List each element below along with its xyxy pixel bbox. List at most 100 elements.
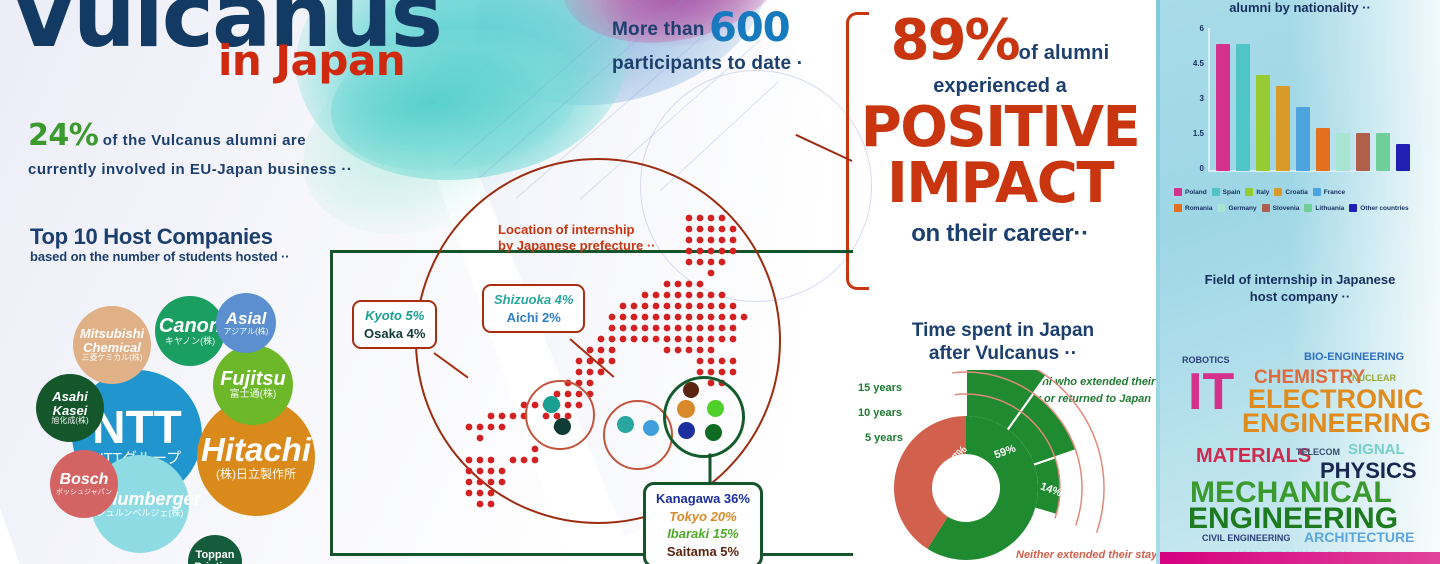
ring-label-5-years: 5 years (865, 432, 903, 444)
donut-svg (894, 346, 1105, 560)
legend-item[interactable]: Germany (1217, 204, 1257, 212)
host-bubble[interactable]: Asahi Kasei 旭化成(株) (36, 374, 104, 442)
callout-item: Kyoto 5% (365, 308, 425, 323)
legend-label: Italy (1256, 188, 1270, 196)
donut-fan-segment-0 (966, 350, 1047, 430)
bar-italy[interactable] (1256, 75, 1270, 171)
bar-chart-legend: Poland Spain Italy Croatia France Romania Ger… (1174, 188, 1426, 220)
host-bubble[interactable]: Fujitsu 富士通(株) (213, 345, 293, 425)
bar-lithuania[interactable] (1376, 132, 1390, 171)
impact-headline-2: IMPACT (886, 151, 1115, 217)
host-bubble-name: Fujitsu (220, 368, 286, 391)
word-cloud-term[interactable]: MECHANICAL (1190, 476, 1392, 509)
host-bubble-name: ToppanPrinting (194, 549, 236, 564)
word-cloud-term[interactable]: ENGINEERING (1188, 502, 1399, 535)
legend-label: Other countries (1360, 204, 1409, 212)
callout-kanto[interactable]: Kanagawa 36% Tokyo 20% Ibaraki 15% Saitama … (643, 482, 763, 564)
host-bubble[interactable]: Bosch ボッシュジャパン (50, 450, 118, 518)
map-dot-osaka (554, 418, 571, 435)
host-bubble-name-jp: キヤノン(株) (164, 335, 216, 346)
host-bubble-name: NTT (92, 400, 182, 453)
word-cloud-term[interactable]: PHYSICS (1320, 458, 1417, 483)
legend-label: Poland (1185, 188, 1207, 196)
word-cloud-title-1: Field of internship in Japanese (1204, 272, 1396, 287)
word-cloud-term[interactable]: ENGINEERING (1242, 408, 1432, 438)
time-spent-title-2: after Vulcanus ·· (928, 342, 1078, 364)
bar-croatia[interactable] (1276, 85, 1290, 171)
donut-slice-neither (894, 416, 966, 549)
callout-item: Kanagawa 36% (656, 491, 750, 506)
stat-alumni-percent: 24% (28, 118, 99, 153)
ring-label-10-years: 10 years (858, 407, 903, 419)
donut-fan-separator (1033, 440, 1101, 466)
legend-item[interactable]: Italy (1245, 188, 1269, 196)
host-bubble-name: Hitachi (200, 431, 312, 469)
bar-france[interactable] (1296, 106, 1310, 171)
bar-slovenia[interactable] (1356, 132, 1370, 171)
map-title-line-2: by Japanese prefecture ·· (498, 238, 656, 254)
legend-swatch (1274, 188, 1283, 196)
host-bubble-name-jp: 三菱ケミカル(株) (81, 353, 143, 363)
impact-percent: 89% (890, 8, 1021, 73)
legend-item[interactable]: Romania (1174, 204, 1212, 212)
host-bubble[interactable]: ToppanPrinting (188, 535, 242, 564)
donut-slice-extended (927, 416, 1038, 560)
host-bubble-name-jp: 旭化成(株) (51, 416, 89, 426)
legend-item[interactable]: Lithuania (1304, 204, 1344, 212)
donut-guide-arc-1 (952, 371, 1083, 526)
host-bubble[interactable]: Mitsubishi Chemical 三菱ケミカル(株) (73, 306, 151, 384)
legend-item[interactable]: France (1312, 188, 1346, 196)
bar-chart-title: alumni by nationality ·· (1229, 0, 1371, 15)
field-of-internship-word-cloud: ROBOTICS BIO-ENGINEERING IT CHEMISTRY NUCLEA… (1172, 320, 1432, 563)
bar-germany[interactable] (1336, 132, 1350, 171)
callout-kansai[interactable]: Kyoto 5% Osaka 4% (352, 300, 438, 350)
stat-alumni-text-2: currently involved in EU-Japan business … (28, 160, 353, 178)
legend-label: France (1323, 188, 1346, 196)
word-cloud-term[interactable]: BIO-ENGINEERING (1304, 351, 1405, 363)
word-cloud-term[interactable]: ROBOTICS (1182, 355, 1230, 365)
hosts-heading: Top 10 Host Companies based on the numbe… (30, 224, 290, 264)
host-bubble-name-jp: (株)日立製作所 (216, 467, 296, 482)
word-cloud-term[interactable]: SIGNAL (1348, 441, 1405, 458)
legend-swatch (1211, 188, 1220, 196)
callout-item: Osaka 4% (364, 325, 426, 341)
bar-chart-y-tick: 0 (1199, 164, 1204, 173)
legend-swatch (1312, 188, 1321, 196)
word-cloud-term[interactable]: TELECOM (1296, 447, 1340, 457)
legend-item[interactable]: Other countries (1349, 204, 1409, 212)
word-cloud-term[interactable]: ARCHITECTURE (1304, 529, 1415, 545)
word-cloud-term[interactable]: ELECTRONIC (1248, 384, 1424, 414)
legend-item[interactable]: Croatia (1274, 188, 1308, 196)
donut-fan-segment-1 (1007, 393, 1076, 465)
bar-other-countries[interactable] (1396, 144, 1410, 171)
host-bubble[interactable]: Canon キヤノン(株) (155, 296, 225, 366)
legend-item[interactable]: Slovenia (1261, 204, 1299, 212)
impact-headline-1: POSITIVE (860, 95, 1141, 160)
callout-chubu[interactable]: Shizuoka 4% Aichi 2% (482, 284, 586, 334)
bar-poland[interactable] (1216, 43, 1230, 171)
word-cloud-term[interactable]: NUCLEAR (1352, 373, 1396, 383)
word-cloud-term[interactable]: CIVIL ENGINEERING (1202, 533, 1291, 543)
sidebar-bottom-accent (1160, 552, 1440, 564)
host-bubble[interactable]: Asial アジアル(株) (216, 293, 276, 353)
map-dot-pattern (465, 214, 748, 508)
map-ring-kansai (525, 380, 595, 450)
page-title: Vulcanus (10, 0, 443, 67)
host-bubble-name-jp: シュルンベルジェ(株) (96, 507, 184, 518)
page-subtitle: in Japan (218, 36, 406, 85)
word-cloud-term[interactable]: IT (1188, 363, 1235, 421)
legend-item[interactable]: Spain (1211, 188, 1240, 196)
bar-romania[interactable] (1316, 127, 1330, 171)
legend-row-2: Romania Germany Slovenia Lithuania Other cou… (1174, 204, 1426, 212)
donut-fan-separator (1007, 371, 1050, 430)
impact-line-4: on their career·· (911, 220, 1089, 248)
map-dot-saitama (683, 382, 699, 398)
stat-alumni-text-1: of the Vulcanus alumni are (102, 132, 307, 149)
word-cloud-term[interactable]: MATERIALS (1196, 445, 1312, 467)
word-cloud-term[interactable]: CHEMISTRY (1254, 367, 1366, 388)
legend-item[interactable]: Poland (1174, 188, 1207, 196)
map-heading: Location of internship by Japanese prefe… (498, 222, 668, 255)
time-spent-heading: Time spent in Japan after Vulcanus ·· (888, 320, 1118, 366)
bar-spain[interactable] (1236, 43, 1250, 171)
